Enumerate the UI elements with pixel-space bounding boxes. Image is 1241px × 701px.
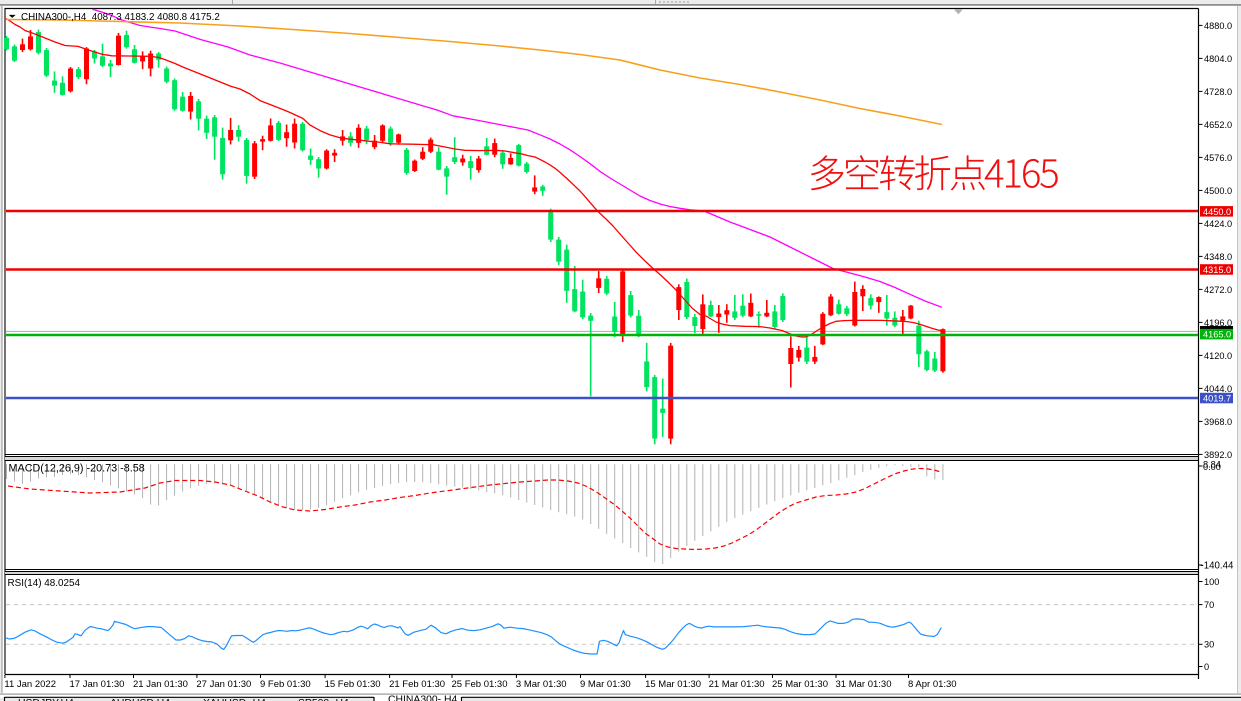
svg-text:9 Feb 01:30: 9 Feb 01:30: [260, 679, 311, 690]
svg-text:3968.0: 3968.0: [1204, 417, 1232, 427]
svg-text:4165.0: 4165.0: [1203, 330, 1231, 340]
svg-text:100: 100: [1204, 577, 1219, 587]
svg-text:4804.0: 4804.0: [1204, 54, 1232, 64]
svg-text:70: 70: [1204, 600, 1214, 610]
svg-text:8 Apr 01:30: 8 Apr 01:30: [908, 679, 957, 690]
svg-text:4728.0: 4728.0: [1204, 87, 1232, 97]
svg-text:25 Mar 01:30: 25 Mar 01:30: [772, 679, 828, 690]
svg-text:4652.0: 4652.0: [1204, 120, 1232, 130]
svg-text:CHINA300-,H4 4087.3 4183.2 40: CHINA300-,H4 4087.3 4183.2 4080.8 4175.2: [21, 12, 220, 23]
svg-text:27 Jan 01:30: 27 Jan 01:30: [196, 679, 251, 690]
svg-text:17 Jan 01:30: 17 Jan 01:30: [70, 679, 125, 690]
svg-text:21 Feb 01:30: 21 Feb 01:30: [389, 679, 445, 690]
svg-text:4315.0: 4315.0: [1203, 265, 1231, 275]
svg-text:4120.0: 4120.0: [1204, 351, 1232, 361]
svg-text:4019.7: 4019.7: [1203, 394, 1231, 404]
svg-text:XAUUSD-,H4: XAUUSD-,H4: [203, 698, 266, 701]
svg-text:31 Mar 01:30: 31 Mar 01:30: [836, 679, 892, 690]
svg-text:-140.44: -140.44: [1201, 561, 1234, 572]
svg-text:15 Mar 01:30: 15 Mar 01:30: [645, 679, 701, 690]
svg-text:0.00: 0.00: [1203, 462, 1221, 472]
svg-text:4424.0: 4424.0: [1204, 219, 1232, 229]
svg-text:3 Mar 01:30: 3 Mar 01:30: [516, 679, 567, 690]
svg-text:25 Feb 01:30: 25 Feb 01:30: [452, 679, 508, 690]
svg-text:0: 0: [1204, 662, 1209, 672]
svg-text:4450.0: 4450.0: [1203, 207, 1231, 217]
svg-text:USDJPY,H4: USDJPY,H4: [18, 698, 74, 701]
svg-text:21 Mar 01:30: 21 Mar 01:30: [709, 679, 765, 690]
svg-text:4500.0: 4500.0: [1204, 186, 1232, 196]
svg-text:4272.0: 4272.0: [1204, 285, 1232, 295]
svg-text:4348.0: 4348.0: [1204, 252, 1232, 262]
svg-text:21 Jan 01:30: 21 Jan 01:30: [133, 679, 188, 690]
svg-text:RSI(14) 48.0254: RSI(14) 48.0254: [8, 578, 81, 589]
svg-text:8.84: 8.84: [1203, 460, 1221, 470]
svg-text:9 Mar 01:30: 9 Mar 01:30: [580, 679, 631, 690]
svg-text:MACD(12,26,9) -20.73 -8.58: MACD(12,26,9) -20.73 -8.58: [9, 463, 145, 475]
svg-text:SP500-,H4: SP500-,H4: [298, 698, 349, 701]
svg-text:15 Feb 01:30: 15 Feb 01:30: [325, 679, 381, 690]
svg-text:CHINA300-,H4: CHINA300-,H4: [388, 694, 458, 701]
svg-text:30: 30: [1204, 640, 1214, 650]
svg-text:3892.0: 3892.0: [1204, 450, 1232, 460]
svg-text:4576.0: 4576.0: [1204, 153, 1232, 163]
svg-text:AUDUSD,H4: AUDUSD,H4: [110, 698, 170, 701]
svg-text:4880.0: 4880.0: [1204, 21, 1232, 31]
svg-text:4196.0: 4196.0: [1204, 318, 1232, 328]
svg-text:4044.0: 4044.0: [1204, 384, 1232, 394]
svg-text:11 Jan 2022: 11 Jan 2022: [4, 679, 56, 690]
